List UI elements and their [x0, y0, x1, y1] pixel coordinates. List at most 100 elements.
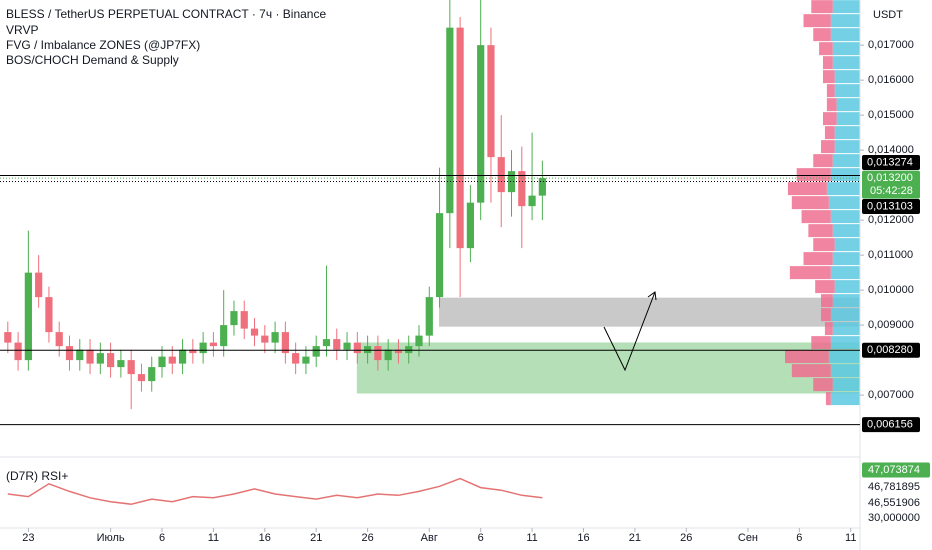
vp-up-bar	[834, 126, 860, 140]
y-tick-label: 0,010000	[868, 284, 914, 296]
vp-up-bar	[832, 252, 860, 266]
vp-up-bar	[834, 140, 860, 154]
x-tick-label: 11	[208, 532, 219, 544]
candle-body	[456, 27, 464, 249]
vp-down-bar	[826, 98, 837, 112]
vp-up-bar	[826, 182, 860, 196]
x-tick-label: 6	[478, 532, 484, 544]
countdown: 05:42:28	[870, 185, 913, 197]
vp-down-bar	[785, 350, 829, 364]
price-axis	[860, 0, 932, 550]
vp-down-bar	[826, 84, 835, 98]
x-tick-label: Сен	[738, 532, 758, 544]
x-tick-label: 6	[796, 532, 802, 544]
vp-up-bar	[832, 224, 860, 238]
vp-up-bar	[830, 392, 860, 406]
candle-body	[415, 335, 423, 347]
vp-down-bar	[821, 294, 833, 308]
candle-body	[343, 342, 351, 350]
rsi-label: 46,551906	[868, 497, 920, 509]
y-tick-label: 0,017000	[868, 39, 914, 51]
price-label-box	[862, 342, 920, 358]
vp-down-bar	[819, 42, 833, 56]
candle-body	[466, 202, 474, 249]
vp-up-bar	[834, 238, 860, 252]
vp-down-bar	[789, 266, 831, 280]
price-label-box	[862, 417, 920, 433]
candle-body	[333, 339, 341, 350]
candle-body	[250, 328, 259, 336]
candle-body	[209, 342, 218, 347]
vp-down-bar	[813, 28, 831, 42]
vp-up-bar	[830, 28, 860, 42]
candle-body	[322, 339, 331, 347]
vp-up-bar	[834, 84, 860, 98]
x-tick-label: 26	[680, 532, 692, 544]
vp-down-bar	[796, 168, 831, 182]
candle-body	[137, 374, 146, 382]
candle-body	[271, 332, 279, 343]
vp-up-bar	[830, 364, 860, 378]
candle-body	[107, 353, 115, 368]
vp-up-bar	[836, 98, 860, 112]
x-tick-label: Авг	[421, 532, 438, 544]
candle-body	[220, 325, 228, 347]
candle-body	[497, 157, 505, 193]
arrow-head	[647, 291, 657, 301]
vp-down-bar	[787, 182, 827, 196]
vp-up-bar	[830, 168, 860, 182]
y-tick-label: 0,007000	[868, 389, 914, 401]
volume-profile	[785, 0, 860, 406]
vp-down-bar	[811, 336, 831, 350]
price-label: 0,006156	[867, 419, 913, 431]
rsi-label: 46,781895	[868, 481, 920, 493]
price-label-box	[862, 155, 920, 171]
x-tick-label: 11	[845, 532, 856, 544]
vp-down-bar	[813, 238, 835, 252]
vp-up-bar	[830, 14, 860, 28]
rsi-title: (D7R) RSI+	[6, 469, 68, 483]
vp-down-bar	[801, 210, 831, 224]
vp-up-bar	[828, 196, 860, 210]
vp-down-bar	[822, 70, 835, 84]
x-tick-label: 21	[310, 532, 322, 544]
vp-up-bar	[830, 266, 860, 280]
rsi-label-box	[862, 462, 930, 478]
vp-up-bar	[834, 280, 860, 294]
candle-body	[86, 349, 94, 364]
candle-body	[261, 335, 269, 343]
candle-body	[117, 360, 125, 368]
candle-body	[127, 360, 135, 375]
x-tick-label: 16	[577, 532, 589, 544]
vp-up-bar	[832, 42, 860, 56]
candle-body	[189, 349, 197, 354]
vp-down-bar	[813, 378, 833, 392]
vp-up-bar	[830, 210, 860, 224]
vp-up-bar	[832, 322, 860, 336]
price-label: 0,013274	[867, 156, 913, 168]
candle-body	[65, 346, 74, 361]
x-tick-label: 23	[22, 532, 34, 544]
x-tick-label: 11	[526, 532, 537, 544]
zone	[439, 297, 860, 327]
vp-down-bar	[824, 322, 833, 336]
y-tick-label: 0,015000	[868, 109, 914, 121]
candle-body	[14, 342, 22, 361]
candle-body	[507, 171, 516, 193]
vp-down-bar	[791, 364, 831, 378]
vp-down-bar	[803, 252, 833, 266]
candle-body	[425, 297, 433, 336]
vp-down-bar	[824, 126, 835, 140]
candle-body	[312, 346, 320, 357]
candle-body	[292, 353, 300, 364]
vp-down-bar	[821, 140, 835, 154]
vp-down-bar	[815, 280, 835, 294]
candle-body	[230, 311, 238, 326]
candle-body	[24, 272, 32, 361]
candle-body	[35, 272, 43, 298]
vp-down-bar	[821, 308, 831, 322]
indicator-name: FVG / Imbalance ZONES (@JP7FX)	[6, 38, 200, 52]
candle-body	[199, 342, 207, 354]
candle-body	[446, 27, 454, 214]
